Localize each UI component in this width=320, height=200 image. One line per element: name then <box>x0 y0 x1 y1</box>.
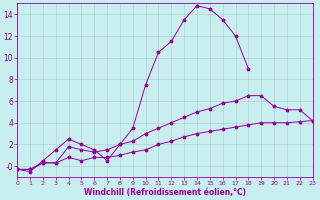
X-axis label: Windchill (Refroidissement éolien,°C): Windchill (Refroidissement éolien,°C) <box>84 188 246 197</box>
